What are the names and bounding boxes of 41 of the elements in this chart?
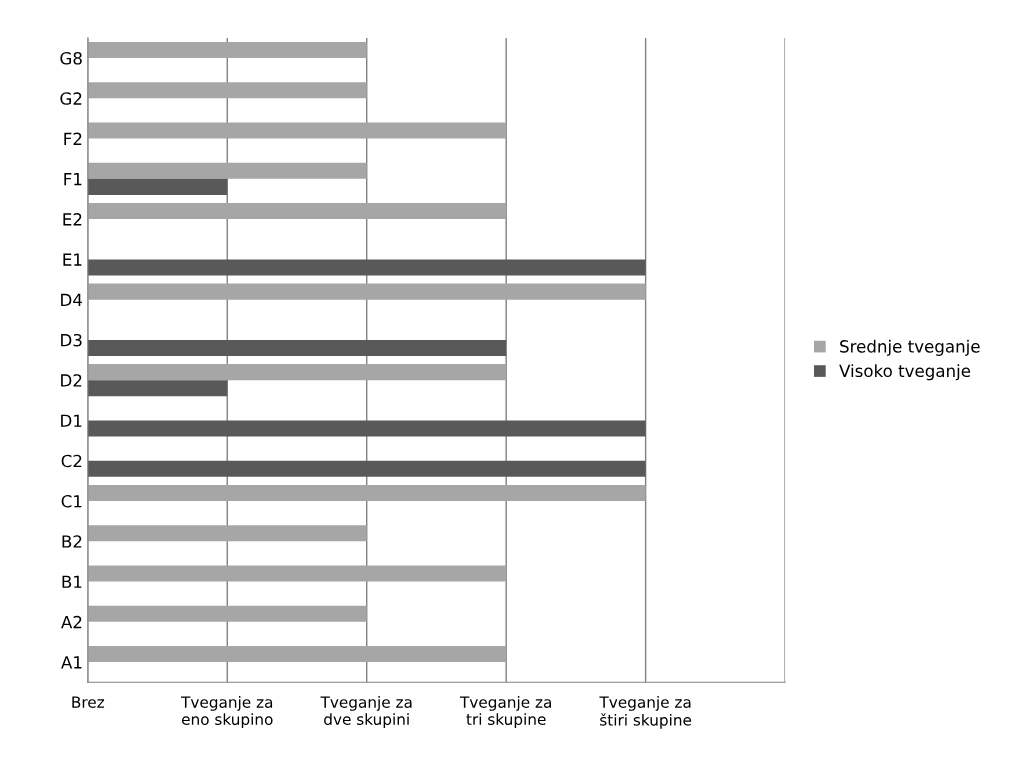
text: Tveganje za dve skupini — [320, 696, 412, 728]
y-tick-label: D3 — [61, 333, 82, 347]
text: Brez — [72, 696, 105, 708]
bar — [87, 82, 367, 99]
bar — [87, 203, 507, 220]
y-tick-label: C2 — [61, 454, 82, 468]
bar — [87, 259, 646, 276]
bar — [87, 364, 507, 381]
y-tick-label: G8 — [60, 52, 82, 65]
bar — [87, 162, 367, 179]
bar — [87, 525, 367, 542]
y-tick-label: F1 — [64, 173, 82, 186]
bar — [87, 178, 228, 195]
y-tick-label: C1 — [61, 494, 82, 508]
bar — [87, 283, 646, 300]
y-tick-label: B1 — [62, 575, 82, 588]
bar — [87, 645, 507, 663]
text: Tveganje za štiri skupine — [599, 696, 692, 729]
bar — [87, 380, 228, 397]
y-tick-label: E2 — [63, 213, 82, 226]
bar — [87, 122, 507, 139]
y-tick-label: E1 — [63, 253, 82, 266]
legend-label: Visoko tveganje — [839, 364, 971, 381]
y-tick-label: G2 — [60, 92, 82, 105]
text: Tveganje za eno skupino — [181, 696, 273, 728]
bar — [87, 339, 507, 357]
bar — [87, 420, 646, 437]
y-tick-label: A1 — [61, 656, 82, 669]
bar — [87, 460, 646, 477]
y-tick-label: F2 — [64, 132, 82, 145]
y-tick-label: A2 — [61, 615, 82, 629]
bar — [87, 605, 367, 622]
y-tick-label: D4 — [61, 293, 83, 306]
bar — [87, 565, 507, 582]
y-tick-label: D1 — [61, 414, 82, 427]
bar — [87, 484, 646, 501]
legend-label: Srednje tveganje — [840, 339, 980, 356]
y-tick-label: D2 — [61, 374, 82, 387]
y-tick-label: B2 — [62, 535, 82, 548]
bar — [87, 41, 367, 59]
text: Tveganje za tri skupine — [459, 696, 551, 728]
